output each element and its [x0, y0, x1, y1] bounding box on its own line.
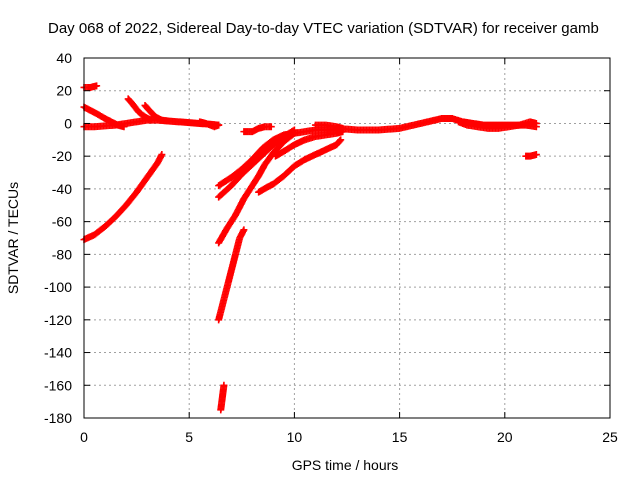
- chart-title: Day 068 of 2022, Sidereal Day-to-day VTE…: [48, 20, 599, 37]
- y-tick-label: 20: [56, 83, 72, 99]
- data-point-marker: [267, 123, 275, 131]
- data-point-marker: [147, 116, 155, 124]
- series-arc-6h-tail: [196, 118, 223, 131]
- series-arc-9h-mid: [271, 128, 347, 160]
- y-tick-label: -60: [52, 214, 72, 230]
- series-arc-early-descending: [80, 103, 128, 131]
- data-point-marker: [120, 123, 128, 131]
- data-point-marker: [220, 381, 228, 389]
- series-arc-late-1: [455, 118, 540, 132]
- series-arc-rising-morning: [80, 151, 166, 244]
- series-arc-steep-1: [217, 381, 228, 414]
- data-point-marker: [337, 136, 345, 144]
- y-tick-label: -160: [44, 377, 72, 393]
- y-tick-label: -100: [44, 279, 72, 295]
- y-tick-label: -180: [44, 410, 72, 426]
- data-point-marker: [336, 137, 344, 145]
- data-point-marker: [215, 121, 223, 129]
- series-arc-spike-3h: [141, 101, 172, 125]
- data-point-marker: [532, 151, 540, 159]
- y-tick-label: 0: [64, 115, 72, 131]
- x-tick-label: 10: [287, 429, 303, 445]
- y-tick-label: -80: [52, 246, 72, 262]
- series-arc-late-2: [522, 151, 540, 160]
- data-point-marker: [164, 117, 172, 125]
- y-tick-label: -20: [52, 148, 72, 164]
- data-series: [80, 82, 540, 414]
- y-axis-ticks: -180 -160 -140 -120 -100 -80 -60 -40 -20 0 20 40: [44, 50, 610, 426]
- series-arc-spike-2h: [124, 95, 155, 124]
- series-arc-steep-2: [215, 226, 248, 324]
- series-arc-8h-patch: [240, 123, 275, 136]
- data-point-marker: [158, 151, 166, 159]
- y-tick-label: -120: [44, 312, 72, 328]
- x-tick-label: 0: [80, 429, 88, 445]
- x-axis-ticks: 0 5 10 15 20 25: [80, 58, 618, 445]
- x-tick-label: 5: [185, 429, 193, 445]
- data-point-marker: [532, 119, 540, 127]
- y-tick-label: 40: [56, 50, 72, 66]
- x-tick-label: 20: [497, 429, 513, 445]
- data-point-marker: [93, 82, 101, 90]
- y-tick-label: -140: [44, 345, 72, 361]
- y-axis-label: SDTVAR / TECUs: [5, 182, 21, 294]
- x-tick-label: 15: [392, 429, 408, 445]
- y-tick-label: -40: [52, 181, 72, 197]
- x-axis-label: GPS time / hours: [292, 457, 399, 473]
- series-arc-8h-lower: [255, 136, 345, 196]
- plot-frame: [83, 57, 611, 419]
- data-point-marker: [240, 226, 248, 234]
- x-tick-label: 25: [602, 429, 618, 445]
- grid-lines: [84, 58, 610, 418]
